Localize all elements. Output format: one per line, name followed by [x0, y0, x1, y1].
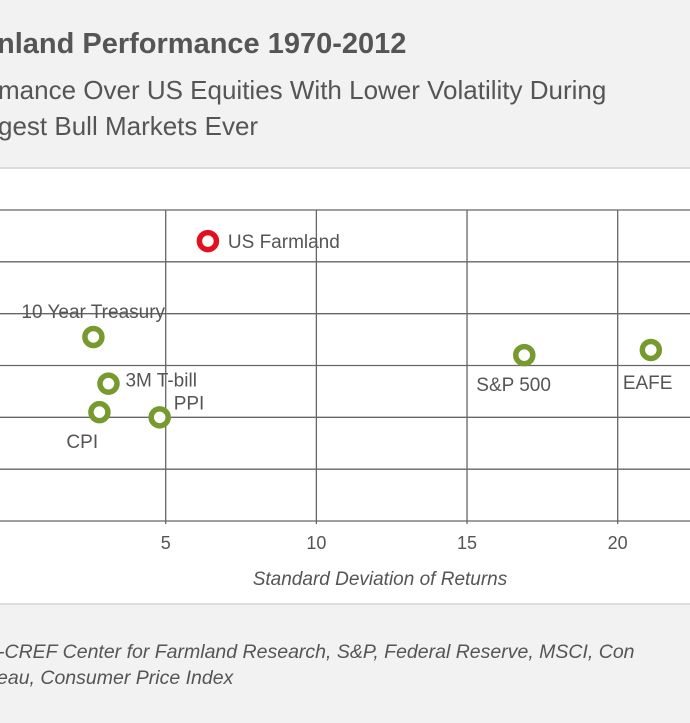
data-point: [97, 372, 120, 395]
data-point-label: 10 Year Treasury: [21, 302, 165, 323]
grid-lines: [0, 209, 690, 524]
x-tick-label: 20: [608, 533, 628, 553]
chart-subtitle-line-1: mance Over US Equities With Lower Volati…: [0, 75, 607, 105]
chart-header: nland Performance 1970-2012 mance Over U…: [0, 0, 690, 169]
source-line-1: -CREF Center for Farmland Research, S&P,…: [0, 641, 635, 663]
data-point-label: EAFE: [623, 373, 673, 394]
chart-subtitle-line-2: gest Bull Markets Ever: [0, 111, 259, 141]
source-footer: -CREF Center for Farmland Research, S&P,…: [0, 603, 690, 723]
data-point-label: US Farmland: [228, 232, 340, 253]
data-points: US Farmland 10 Year Treasury 3M T-bill CPI P…: [21, 229, 673, 453]
data-point-label: 3M T-bill: [125, 371, 196, 392]
scatter-plot: 5 10 15 20 US Farmland 10 Year Treasury 3M T-…: [0, 209, 690, 590]
x-tick-labels: 5 10 15 20: [161, 533, 628, 553]
data-point: [639, 338, 663, 362]
x-tick-label: 15: [457, 533, 477, 553]
x-tick-label: 5: [161, 533, 171, 553]
data-point: [196, 229, 220, 253]
data-point-label: PPI: [174, 393, 205, 414]
source-line-2: eau, Consumer Price Index: [0, 667, 234, 689]
x-tick-label: 10: [306, 533, 326, 553]
chart-title: nland Performance 1970-2012: [0, 28, 407, 60]
data-point: [88, 400, 111, 424]
x-axis-label: Standard Deviation of Returns: [253, 569, 508, 590]
data-point: [82, 325, 105, 349]
data-point: [513, 343, 536, 367]
data-point-label: CPI: [66, 432, 98, 453]
data-point: [148, 406, 171, 429]
data-point-label: S&P 500: [476, 375, 551, 396]
